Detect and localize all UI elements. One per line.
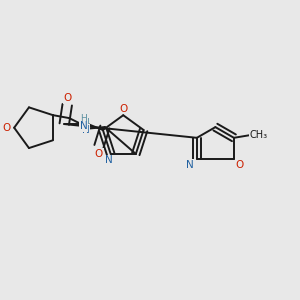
Text: O: O [63, 93, 71, 103]
Text: N: N [186, 160, 194, 170]
Text: O: O [119, 104, 128, 114]
Text: N: N [105, 155, 113, 166]
Text: O: O [236, 160, 244, 170]
Text: N: N [80, 122, 88, 131]
Text: CH₃: CH₃ [249, 130, 267, 140]
Text: H: H [82, 118, 89, 127]
Text: N: N [82, 125, 89, 135]
Text: H: H [80, 114, 87, 123]
Text: O: O [95, 149, 103, 159]
Text: O: O [3, 123, 11, 133]
